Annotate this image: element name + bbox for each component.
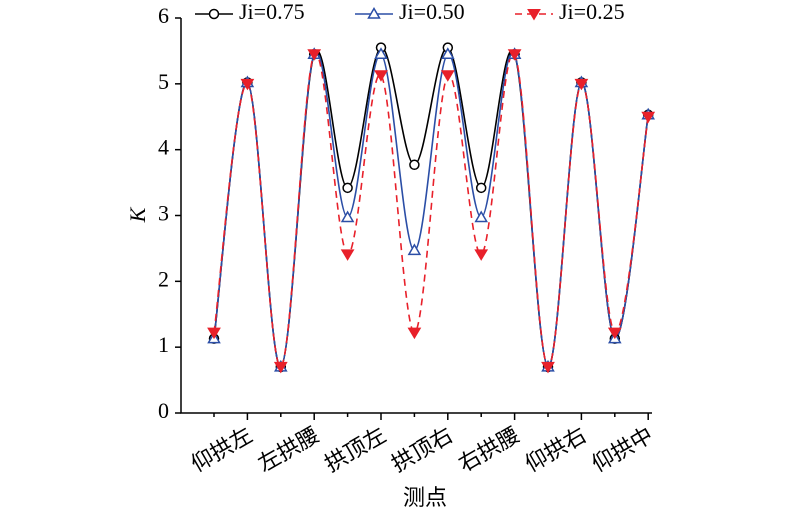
- x-tick-label: 左拱腰: [254, 422, 324, 477]
- marker: [374, 47, 388, 59]
- y-tick-label: 5: [158, 69, 169, 94]
- marker: [207, 327, 221, 340]
- x-tick-label: 拱顶右: [387, 422, 457, 477]
- x-tick-label: 拱顶左: [320, 422, 390, 477]
- y-tick-label: 1: [158, 332, 169, 357]
- marker: [240, 78, 255, 91]
- marker: [409, 159, 420, 171]
- x-tick-label: 仰拱中: [588, 422, 658, 477]
- marker: [307, 49, 322, 61]
- y-tick-label: 4: [158, 135, 169, 160]
- marker: [340, 249, 355, 261]
- marker: [541, 361, 555, 374]
- marker: [342, 182, 353, 194]
- series-line: [213, 52, 649, 368]
- marker: [527, 9, 541, 21]
- y-tick-label: 2: [158, 266, 169, 291]
- x-axis-label: 测点: [403, 485, 447, 510]
- marker: [574, 78, 589, 91]
- marker: [407, 327, 422, 340]
- marker: [407, 243, 422, 256]
- x-tick-label: 仰拱右: [521, 422, 591, 477]
- marker: [374, 70, 388, 82]
- x-tick-label: 仰拱左: [187, 422, 257, 477]
- marker: [475, 182, 487, 194]
- y-tick-label: 6: [158, 3, 169, 28]
- marker: [367, 7, 381, 19]
- marker: [507, 49, 522, 61]
- marker: [641, 111, 656, 124]
- marker: [607, 327, 622, 340]
- marker: [474, 249, 489, 261]
- x-tick-label: 右拱腰: [454, 422, 524, 477]
- y-axis-label: K: [125, 206, 150, 223]
- legend-label: Ji=0.75: [239, 0, 305, 24]
- marker: [474, 210, 489, 223]
- y-tick-label: 0: [158, 398, 169, 423]
- marker: [340, 210, 355, 223]
- marker: [440, 47, 455, 59]
- marker: [273, 361, 288, 374]
- legend-label: Ji=0.50: [399, 0, 465, 24]
- marker: [208, 8, 220, 20]
- y-tick-label: 3: [158, 201, 169, 226]
- legend-label: Ji=0.25: [559, 0, 625, 24]
- marker: [440, 70, 455, 82]
